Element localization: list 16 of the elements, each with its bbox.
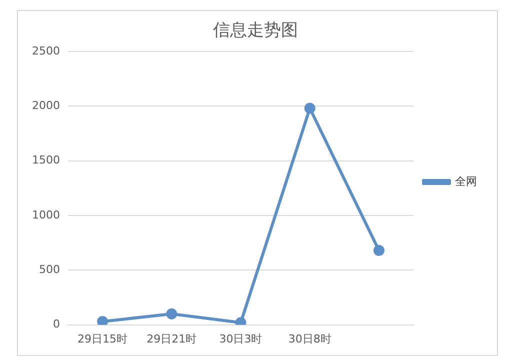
- y-tick-label: 500: [38, 262, 60, 276]
- legend-label: 全网: [455, 174, 477, 188]
- x-tick-label: 29日15时: [78, 332, 128, 346]
- point: [97, 316, 108, 325]
- x-tick-label: 30日3时: [219, 332, 262, 346]
- y-tick-label: 1000: [32, 208, 60, 222]
- point: [304, 102, 316, 114]
- point: [166, 308, 178, 320]
- chart-title: 信息走势图: [213, 20, 298, 41]
- y-tick-label: 0: [52, 318, 60, 331]
- point: [373, 244, 384, 256]
- y-tick-label: 1500: [32, 154, 60, 167]
- y-tick-label: 2500: [32, 44, 60, 58]
- x-tick-label: 30日8时: [288, 332, 332, 346]
- y-tick-label: 2000: [32, 98, 60, 112]
- x-tick-label: 29日21时: [146, 332, 197, 346]
